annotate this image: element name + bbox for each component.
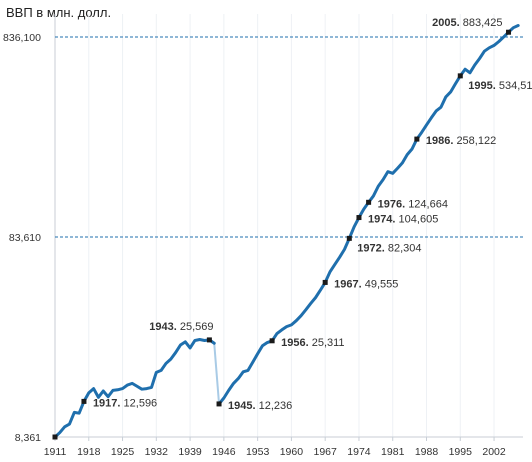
x-tick-label: 1995 — [449, 446, 473, 458]
data-point-value: 12,236 — [259, 400, 293, 412]
x-tick-label: 1981 — [381, 446, 405, 458]
data-point-value: 104,605 — [399, 214, 439, 226]
data-point-marker — [216, 401, 222, 407]
x-tick-label: 1974 — [347, 446, 371, 458]
data-point-label: 1976. 124,664 — [378, 198, 448, 210]
x-tick-label: 1925 — [111, 446, 135, 458]
data-point-label: 1995. 534,517 — [468, 80, 532, 92]
gdp-series-line — [53, 337, 216, 439]
data-point-value: 82,304 — [388, 242, 422, 254]
data-point-marker — [346, 235, 352, 241]
data-point-year: 1956. — [281, 337, 312, 349]
data-point-label: 2005. 883,425 — [432, 17, 502, 29]
x-tick-label: 1967 — [314, 446, 338, 458]
data-point-marker — [322, 279, 328, 285]
data-point-value: 25,569 — [180, 321, 214, 333]
data-point-year: 1995. — [468, 80, 499, 92]
data-point-label: 1967. 49,555 — [334, 278, 398, 290]
data-point-label: 1945. 12,236 — [228, 400, 292, 412]
data-point-year: 2005. — [432, 17, 463, 29]
x-tick-label: 1960 — [280, 446, 304, 458]
data-point-value: 49,555 — [365, 278, 399, 290]
data-point-marker — [206, 337, 212, 343]
data-point-marker — [366, 199, 372, 205]
x-tick-label: 1946 — [212, 446, 236, 458]
data-point-year: 1967. — [334, 278, 365, 290]
data-point-value: 258,122 — [456, 135, 496, 147]
data-point-year: 1945. — [228, 400, 259, 412]
data-point-marker — [356, 215, 362, 221]
series-gap-connector — [213, 343, 221, 405]
x-tick-label: 1988 — [415, 446, 439, 458]
data-point-value: 534,517 — [499, 80, 532, 92]
x-tick-label: 1911 — [44, 446, 67, 458]
data-point-year: 1974. — [368, 214, 399, 226]
data-point-label: 1986. 258,122 — [426, 135, 496, 147]
y-tick-label: 836,100 — [3, 32, 41, 44]
data-point-marker — [81, 398, 87, 404]
data-point-year: 1986. — [426, 135, 457, 147]
data-point-value: 883,425 — [463, 17, 503, 29]
y-tick-label: 83,610 — [9, 232, 41, 244]
data-point-marker — [457, 73, 463, 79]
x-tick-label: 1953 — [246, 446, 270, 458]
data-point-year: 1976. — [378, 198, 409, 210]
data-point-year: 1943. — [149, 321, 180, 333]
x-tick-label: 2002 — [482, 446, 506, 458]
data-point-label: 1917. 12,596 — [93, 397, 157, 409]
data-point-value: 25,311 — [312, 337, 345, 349]
data-point-value: 12,596 — [124, 397, 158, 409]
data-point-label: 1956. 25,311 — [281, 337, 344, 349]
data-point-label: 1974. 104,605 — [368, 214, 438, 226]
y-axis-label: ВВП в млн. долл. — [6, 5, 112, 20]
x-tick-label: 1918 — [77, 446, 101, 458]
data-point-marker — [269, 338, 275, 344]
x-tick-label: 1939 — [178, 446, 202, 458]
data-point-value: 124,664 — [408, 198, 448, 210]
data-point-year: 1972. — [357, 242, 388, 254]
x-tick-label: 1932 — [145, 446, 169, 458]
data-point-year: 1917. — [93, 397, 124, 409]
data-point-label: 1972. 82,304 — [357, 242, 421, 254]
data-point-marker — [506, 29, 512, 35]
data-point-marker — [414, 136, 420, 142]
data-point-label: 1943. 25,569 — [149, 321, 213, 333]
data-point-marker — [52, 434, 58, 440]
y-tick-label: 8,361 — [15, 432, 41, 444]
